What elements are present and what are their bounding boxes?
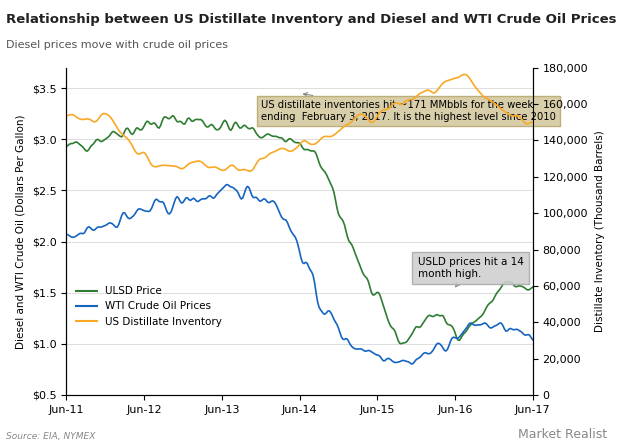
Text: US distillate inventories hit ~171 MMbbls for the week
ending  February 3, 2017.: US distillate inventories hit ~171 MMbbl… bbox=[260, 93, 556, 122]
Text: Market Realist: Market Realist bbox=[518, 428, 608, 441]
Y-axis label: Diesel and WTI Crude Oil (Dollars Per Gallon): Diesel and WTI Crude Oil (Dollars Per Ga… bbox=[15, 114, 25, 349]
Text: Relationship between US Distillate Inventory and Diesel and WTI Crude Oil Prices: Relationship between US Distillate Inven… bbox=[6, 13, 617, 26]
Y-axis label: Distillate Inventory (Thousand Barrels): Distillate Inventory (Thousand Barrels) bbox=[595, 131, 605, 332]
Legend: ULSD Price, WTI Crude Oil Prices, US Distillate Inventory: ULSD Price, WTI Crude Oil Prices, US Dis… bbox=[72, 282, 226, 331]
Text: Source: EIA, NYMEX: Source: EIA, NYMEX bbox=[6, 432, 95, 441]
Text: Diesel prices move with crude oil prices: Diesel prices move with crude oil prices bbox=[6, 40, 228, 50]
Text: USLD prices hit a 14
month high.: USLD prices hit a 14 month high. bbox=[418, 257, 523, 287]
